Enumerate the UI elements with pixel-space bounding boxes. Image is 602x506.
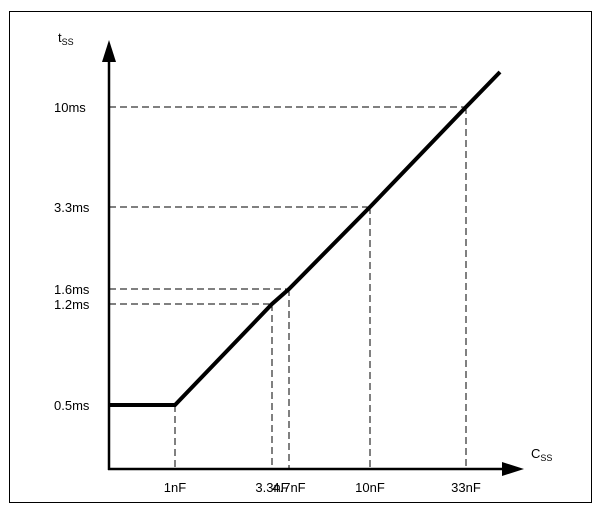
x-tick-label: 10nF bbox=[355, 480, 385, 495]
x-tick-label: 33nF bbox=[451, 480, 481, 495]
y-tick-label: 1.2ms bbox=[54, 297, 90, 312]
series-line bbox=[109, 70, 502, 407]
x-tick-label: 3.3nF bbox=[255, 480, 288, 495]
x-tick-label: 1nF bbox=[164, 480, 186, 495]
x-axis-arrowhead bbox=[502, 462, 524, 476]
axes bbox=[102, 40, 524, 476]
y-tick-label: 1.6ms bbox=[54, 282, 90, 297]
chart-frame bbox=[9, 11, 592, 503]
x-tick-label: 4.7nF bbox=[272, 480, 305, 495]
y-axis-label: tSS bbox=[58, 30, 74, 47]
y-tick-label: 3.3ms bbox=[54, 200, 90, 215]
y-axis-arrowhead bbox=[102, 40, 116, 62]
y-tick-label: 10ms bbox=[54, 100, 86, 115]
y-tick-label: 0.5ms bbox=[54, 398, 90, 413]
x-axis-label: CSS bbox=[531, 446, 552, 463]
series-layer bbox=[109, 70, 502, 407]
